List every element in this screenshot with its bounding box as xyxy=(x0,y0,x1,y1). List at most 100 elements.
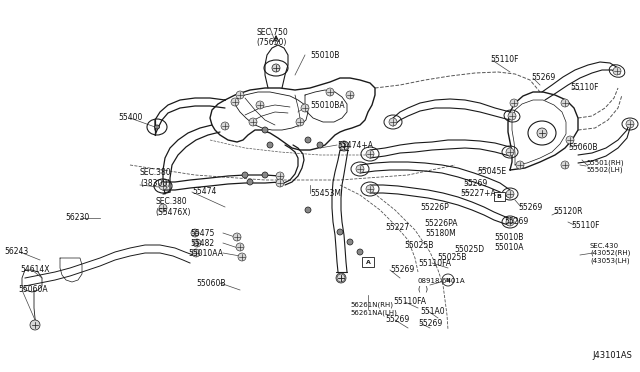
Text: 55180M: 55180M xyxy=(425,230,456,238)
Circle shape xyxy=(236,243,244,251)
Circle shape xyxy=(516,161,524,169)
Circle shape xyxy=(272,64,280,72)
Text: 55025B: 55025B xyxy=(437,253,467,263)
Text: 54614X: 54614X xyxy=(20,266,49,275)
Circle shape xyxy=(510,99,518,107)
Circle shape xyxy=(537,128,547,138)
Circle shape xyxy=(506,190,514,198)
Circle shape xyxy=(389,118,397,126)
Circle shape xyxy=(508,112,516,120)
Circle shape xyxy=(561,161,569,169)
Circle shape xyxy=(296,118,304,126)
Circle shape xyxy=(506,148,514,156)
Ellipse shape xyxy=(628,122,632,125)
Text: 55110FA: 55110FA xyxy=(393,298,426,307)
Ellipse shape xyxy=(615,70,619,73)
Circle shape xyxy=(249,118,257,126)
Text: 55474+A: 55474+A xyxy=(337,141,373,150)
Circle shape xyxy=(356,165,364,173)
Circle shape xyxy=(339,141,349,151)
Text: 56261N(RH)
56261NA(LH): 56261N(RH) 56261NA(LH) xyxy=(350,302,397,316)
Circle shape xyxy=(192,249,200,257)
Circle shape xyxy=(442,274,454,286)
Text: 55269: 55269 xyxy=(463,179,487,187)
Text: 55501(RH)
55502(LH): 55501(RH) 55502(LH) xyxy=(586,159,623,173)
Text: 55060B: 55060B xyxy=(568,142,598,151)
FancyBboxPatch shape xyxy=(493,192,504,201)
Circle shape xyxy=(346,91,354,99)
Ellipse shape xyxy=(391,120,396,124)
Text: 55010A: 55010A xyxy=(494,244,524,253)
Text: 55227+A: 55227+A xyxy=(460,189,496,198)
Circle shape xyxy=(242,172,248,178)
Circle shape xyxy=(159,204,167,212)
Ellipse shape xyxy=(368,187,372,191)
Text: 55010B: 55010B xyxy=(494,234,524,243)
Text: 55110FA: 55110FA xyxy=(418,259,451,267)
Text: 55269: 55269 xyxy=(531,74,556,83)
Ellipse shape xyxy=(508,221,512,224)
Ellipse shape xyxy=(358,167,362,171)
Text: 55482: 55482 xyxy=(190,238,214,247)
Circle shape xyxy=(159,182,167,190)
Circle shape xyxy=(613,67,621,75)
Circle shape xyxy=(276,172,284,180)
Text: 55269: 55269 xyxy=(390,266,414,275)
Text: 55110F: 55110F xyxy=(571,221,600,230)
Text: 55110F: 55110F xyxy=(570,83,598,93)
Text: 55060A: 55060A xyxy=(18,285,47,295)
Ellipse shape xyxy=(510,115,514,118)
Text: 55010B: 55010B xyxy=(310,51,339,60)
Text: 55475: 55475 xyxy=(190,228,214,237)
Circle shape xyxy=(262,172,268,178)
Text: 55120R: 55120R xyxy=(553,208,582,217)
Circle shape xyxy=(561,99,569,107)
Text: SEC.750
(75650): SEC.750 (75650) xyxy=(256,28,288,47)
Text: 551A0: 551A0 xyxy=(420,307,445,315)
Circle shape xyxy=(326,88,334,96)
Ellipse shape xyxy=(538,130,545,136)
Text: SEC.380
(38300): SEC.380 (38300) xyxy=(140,168,172,188)
Text: A: A xyxy=(365,260,371,264)
Ellipse shape xyxy=(154,125,159,129)
Text: 56230: 56230 xyxy=(65,214,89,222)
Text: 55025D: 55025D xyxy=(454,244,484,253)
Circle shape xyxy=(336,273,346,283)
Circle shape xyxy=(506,218,514,226)
Text: 55227: 55227 xyxy=(385,222,409,231)
Text: N: N xyxy=(445,278,451,282)
Circle shape xyxy=(566,136,574,144)
Text: 55010BA: 55010BA xyxy=(310,100,344,109)
Text: 55453M: 55453M xyxy=(310,189,341,198)
Text: 56243: 56243 xyxy=(4,247,28,257)
Circle shape xyxy=(337,274,345,282)
Circle shape xyxy=(233,233,241,241)
FancyBboxPatch shape xyxy=(362,257,374,267)
Circle shape xyxy=(366,150,374,158)
Text: 55269: 55269 xyxy=(518,202,542,212)
Circle shape xyxy=(30,320,40,330)
Circle shape xyxy=(317,142,323,148)
Ellipse shape xyxy=(508,151,512,154)
Text: 55226PA: 55226PA xyxy=(424,219,458,228)
Text: B: B xyxy=(497,193,501,199)
Ellipse shape xyxy=(273,66,279,70)
Text: 55400: 55400 xyxy=(118,113,142,122)
Text: 55025B: 55025B xyxy=(404,241,433,250)
Text: SEC.380
(S5476X): SEC.380 (S5476X) xyxy=(155,197,191,217)
Text: SEC.430
(43052(RH)
(43053(LH): SEC.430 (43052(RH) (43053(LH) xyxy=(590,243,630,263)
Circle shape xyxy=(357,249,363,255)
Circle shape xyxy=(262,127,268,133)
Circle shape xyxy=(221,122,229,130)
Text: 08918-6401A
(  ): 08918-6401A ( ) xyxy=(418,278,466,292)
Circle shape xyxy=(247,179,253,185)
Text: 55269: 55269 xyxy=(504,218,528,227)
Circle shape xyxy=(191,229,199,237)
Text: J43101AS: J43101AS xyxy=(592,351,632,360)
Circle shape xyxy=(193,239,201,247)
Circle shape xyxy=(238,253,246,261)
Circle shape xyxy=(305,207,311,213)
Circle shape xyxy=(337,229,343,235)
Ellipse shape xyxy=(508,192,512,196)
Text: 55110F: 55110F xyxy=(490,55,518,64)
